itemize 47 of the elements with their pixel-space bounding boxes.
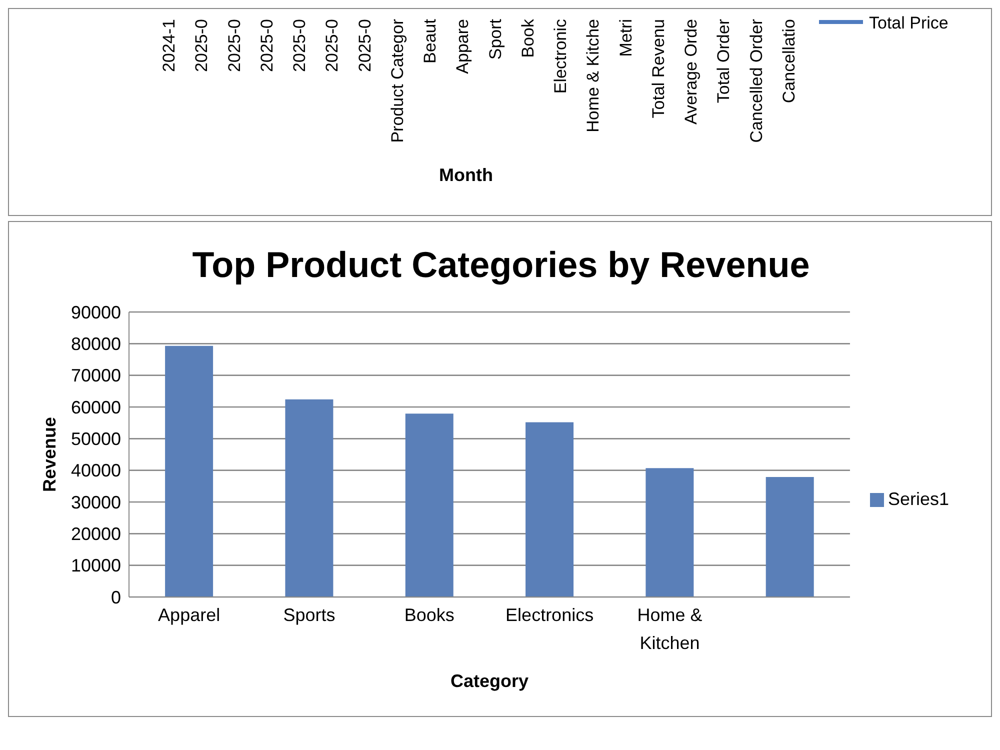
text: Appare [453, 19, 472, 74]
y-tick-label: 50000 [70, 429, 121, 450]
text: Total Revenu [648, 19, 668, 118]
y-axis-title: Revenue [39, 416, 60, 492]
text: Cancellatio [780, 19, 798, 104]
text: Book [518, 18, 538, 58]
y-tick-label: 0 [110, 587, 121, 608]
text: 2025-0 [224, 19, 244, 72]
y-tick-label: 20000 [70, 524, 121, 544]
text: 2025-0 [192, 19, 212, 72]
x-tick-label: Electronics [506, 605, 594, 625]
bar [766, 476, 814, 597]
text: Home & Kitche [584, 19, 603, 132]
text: 2025-0 [257, 19, 276, 72]
y-tick-label: 70000 [70, 366, 121, 386]
text: 2024-1 [160, 19, 178, 72]
y-tick-label: 30000 [70, 492, 121, 512]
text: Sport [486, 18, 505, 60]
text: Average Orde [682, 19, 701, 125]
y-tick-label: 10000 [70, 556, 121, 576]
text: Total Order [714, 18, 734, 104]
legend-label: Series1 [888, 489, 949, 509]
bar [165, 346, 214, 597]
text: Electronic [551, 18, 570, 94]
text: 2025-0 [322, 19, 342, 72]
x-tick-label: Books [404, 605, 454, 625]
bar [405, 414, 454, 597]
y-tick-label: 90000 [70, 302, 121, 322]
bar [526, 422, 574, 597]
chart-title: Top Product Categories by Revenue [191, 244, 811, 286]
bar [285, 399, 334, 597]
bar [646, 468, 694, 597]
x-tick-label: Sports [283, 605, 336, 625]
text: 2025-0 [355, 19, 374, 72]
x-tick-label: Home & Kitchen [637, 605, 702, 653]
text: Cancelled Order [746, 18, 766, 143]
text: Beaut [420, 18, 440, 64]
x-tick-label: Apparel [158, 605, 220, 625]
x-axis-title: Category [450, 671, 528, 691]
text: Metri [616, 19, 636, 57]
y-tick-label: 60000 [70, 397, 121, 418]
text: Month [439, 165, 493, 185]
text: 2025-0 [290, 19, 310, 72]
text: Product Categor [388, 18, 407, 143]
text: Total Price [869, 14, 948, 32]
y-tick-label: 80000 [70, 334, 121, 354]
y-tick-label: 40000 [70, 460, 121, 481]
